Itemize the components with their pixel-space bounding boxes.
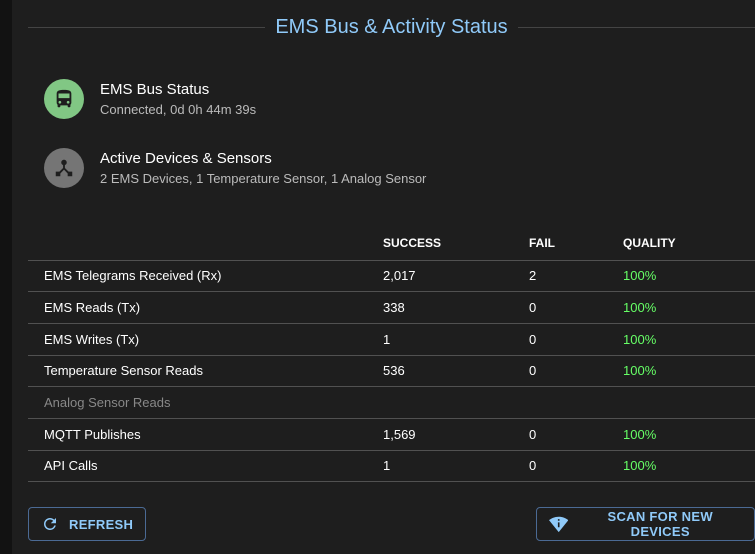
wifi-info-icon: [549, 516, 569, 533]
row-label: EMS Reads (Tx): [28, 291, 383, 324]
row-fail: 0: [529, 291, 623, 324]
row-label: Temperature Sensor Reads: [28, 355, 383, 388]
header-success: SUCCESS: [383, 227, 529, 261]
row-success: 536: [383, 355, 529, 388]
row-quality: 100%: [623, 450, 755, 483]
bus-status-title: EMS Bus Status: [100, 81, 210, 98]
row-label: EMS Telegrams Received (Rx): [28, 260, 383, 293]
table-header-row: SUCCESS FAIL QUALITY: [28, 227, 755, 261]
row-quality: 100%: [623, 323, 755, 356]
row-label: EMS Writes (Tx): [28, 323, 383, 356]
header-quality: QUALITY: [623, 227, 755, 261]
activity-table: SUCCESS FAIL QUALITY EMS Telegrams Recei…: [28, 227, 755, 483]
row-label: Analog Sensor Reads: [28, 386, 383, 419]
row-success: [383, 386, 529, 419]
row-fail: 0: [529, 450, 623, 483]
table-row: Temperature Sensor Reads 536 0 100%: [28, 355, 755, 388]
section-header: EMS Bus & Activity Status: [28, 12, 755, 42]
row-quality: [623, 386, 755, 419]
row-quality: 100%: [623, 355, 755, 388]
row-fail: 0: [529, 418, 623, 451]
table-row: EMS Reads (Tx) 338 0 100%: [28, 291, 755, 324]
refresh-icon: [44, 518, 56, 530]
active-devices-item: Active Devices & Sensors 2 EMS Devices, …: [44, 148, 426, 188]
divider: [28, 26, 266, 28]
table-row: Analog Sensor Reads: [28, 386, 755, 419]
row-fail: 2: [529, 260, 623, 293]
divider: [517, 26, 755, 28]
bus-status-value: Connected, 0d 0h 44m 39s: [100, 102, 257, 117]
left-sidebar-edge: [0, 0, 12, 554]
row-quality: 100%: [623, 260, 755, 293]
header-fail: FAIL: [529, 227, 623, 261]
row-label: API Calls: [28, 450, 383, 483]
table-row: EMS Telegrams Received (Rx) 2,017 2 100%: [28, 260, 755, 293]
row-quality: 100%: [623, 291, 755, 324]
active-devices-value: 2 EMS Devices, 1 Temperature Sensor, 1 A…: [100, 171, 427, 186]
row-success: 1: [383, 450, 529, 483]
row-fail: [529, 386, 623, 419]
refresh-button[interactable]: REFRESH: [28, 507, 147, 541]
table-row: API Calls 1 0 100%: [28, 450, 755, 483]
table-row: EMS Writes (Tx) 1 0 100%: [28, 323, 755, 356]
scan-devices-button[interactable]: SCAN FOR NEW DEVICES: [536, 507, 755, 541]
row-success: 1: [383, 323, 529, 356]
row-success: 338: [383, 291, 529, 324]
scan-label: SCAN FOR NEW DEVICES: [607, 509, 713, 539]
refresh-label: REFRESH: [69, 516, 134, 532]
row-success: 1,569: [383, 418, 529, 451]
bus-status-item: EMS Bus Status Connected, 0d 0h 44m 39s: [44, 79, 256, 119]
table-row: MQTT Publishes 1,569 0 100%: [28, 418, 755, 451]
header-label: [28, 227, 383, 261]
device-hub-icon: [44, 148, 84, 188]
row-success: 2,017: [383, 260, 529, 293]
row-quality: 100%: [623, 418, 755, 451]
bus-icon: [44, 79, 84, 119]
active-devices-title: Active Devices & Sensors: [100, 150, 272, 167]
row-fail: 0: [529, 323, 623, 356]
row-label: MQTT Publishes: [28, 418, 383, 451]
row-fail: 0: [529, 355, 623, 388]
page-title: EMS Bus & Activity Status: [275, 15, 508, 38]
